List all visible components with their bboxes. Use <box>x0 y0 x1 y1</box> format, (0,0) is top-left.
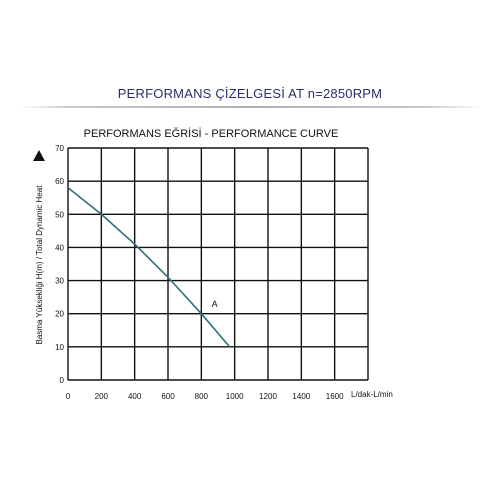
x-tick-label: 1200 <box>259 392 277 401</box>
y-tick-label: 10 <box>55 343 64 352</box>
x-tick-label: 800 <box>195 392 209 401</box>
y-tick-label: 30 <box>55 277 64 286</box>
x-tick-label: 1400 <box>292 392 310 401</box>
page-title: PERFORMANS ÇİZELGESİ AT n=2850RPM <box>117 86 383 101</box>
x-tick-label: 600 <box>161 392 175 401</box>
y-axis-label: Basma Yüksekliği H(m) / Total Dynamic He… <box>35 185 44 345</box>
chart-series <box>67 187 231 348</box>
chart-annotations: A <box>212 299 218 309</box>
chart-ticks: 0 200 400 600 800 1000 1200 1400 1600 0 10 20 30 40 50… <box>55 144 344 401</box>
y-tick-label: 60 <box>55 177 64 186</box>
x-tick-label: 1000 <box>226 392 244 401</box>
title-divider <box>18 106 482 108</box>
y-tick-label: 50 <box>55 210 64 219</box>
y-axis-arrow-icon <box>33 150 45 161</box>
x-tick-label: 1600 <box>326 392 344 401</box>
y-tick-label: 20 <box>55 310 64 319</box>
y-tick-label: 40 <box>55 243 64 252</box>
chart-title: PERFORMANS EĞRİSİ - PERFORMANCE CURVE <box>84 127 339 140</box>
x-axis-label: L/dak-L/min <box>351 390 393 399</box>
x-tick-label: 0 <box>66 392 71 401</box>
x-tick-label: 200 <box>95 392 109 401</box>
performance-curve-line <box>67 187 231 348</box>
y-tick-label: 0 <box>60 376 65 385</box>
y-tick-label: 70 <box>55 144 64 153</box>
chart-grid <box>67 147 369 381</box>
curve-annotation-label: A <box>212 299 218 309</box>
x-tick-label: 400 <box>128 392 142 401</box>
